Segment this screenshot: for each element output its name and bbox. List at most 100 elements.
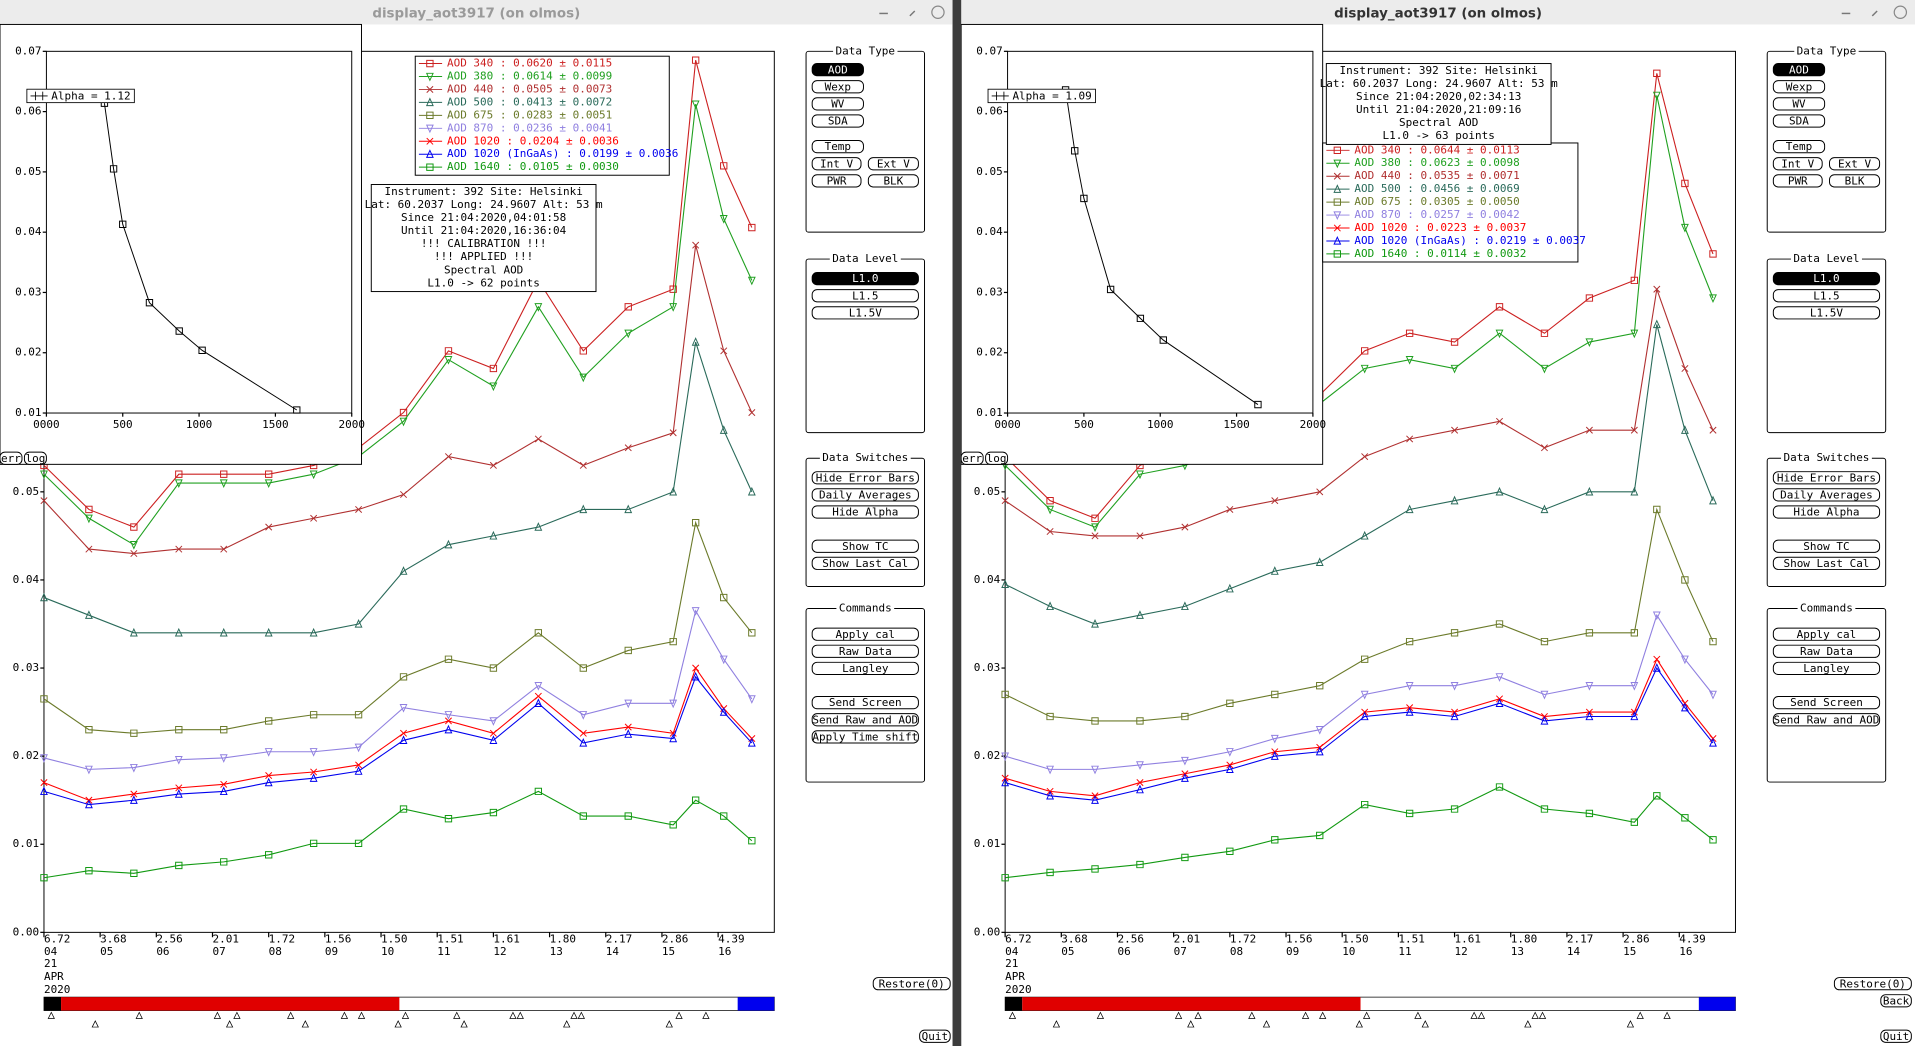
button-label[interactable]: Raw Data bbox=[839, 645, 892, 658]
button-label[interactable]: L1.0 bbox=[852, 272, 878, 285]
button[interactable] bbox=[919, 1029, 951, 1043]
button-label[interactable]: err bbox=[962, 452, 982, 465]
maximize[interactable] bbox=[1871, 10, 1878, 17]
button[interactable] bbox=[1772, 306, 1881, 320]
button[interactable] bbox=[1772, 556, 1881, 570]
button-label[interactable]: Show Last Cal bbox=[1783, 557, 1869, 570]
button[interactable] bbox=[1772, 696, 1881, 710]
button-label[interactable]: L1.5V bbox=[1810, 306, 1843, 319]
button[interactable] bbox=[1772, 157, 1823, 171]
button-label[interactable]: PWR bbox=[827, 174, 847, 187]
button[interactable] bbox=[23, 451, 47, 465]
button[interactable] bbox=[1772, 140, 1826, 154]
button-label[interactable]: Temp bbox=[1786, 140, 1812, 153]
button-label[interactable]: Langley bbox=[842, 662, 889, 675]
button[interactable] bbox=[867, 174, 919, 188]
button-label[interactable]: Send Raw and AOD bbox=[812, 713, 918, 726]
button-label[interactable]: Apply Time shift bbox=[812, 730, 918, 743]
button[interactable] bbox=[1772, 713, 1881, 727]
button[interactable] bbox=[811, 140, 864, 154]
button-label[interactable]: Daily Averages bbox=[1780, 489, 1873, 502]
button[interactable] bbox=[811, 505, 919, 519]
button[interactable] bbox=[811, 644, 919, 658]
button-label[interactable]: Hide Alpha bbox=[832, 506, 898, 519]
button-label[interactable]: err bbox=[1, 452, 21, 465]
button-label[interactable]: Hide Error Bars bbox=[816, 471, 915, 484]
button-label[interactable]: Send Raw and AOD bbox=[1774, 713, 1880, 726]
button-label[interactable]: Show TC bbox=[842, 540, 888, 553]
button[interactable] bbox=[811, 696, 919, 710]
button-label[interactable]: Int V bbox=[820, 157, 853, 170]
button-label[interactable]: Daily Averages bbox=[819, 489, 912, 502]
button-label[interactable]: L1.5 bbox=[1813, 289, 1839, 302]
maximize[interactable] bbox=[909, 10, 916, 17]
button[interactable] bbox=[1829, 174, 1881, 188]
button[interactable] bbox=[811, 471, 919, 485]
button-label[interactable]: log bbox=[25, 452, 45, 465]
button[interactable] bbox=[811, 556, 919, 570]
button-label[interactable]: Restore(0) bbox=[879, 977, 945, 990]
button-label[interactable]: BLK bbox=[883, 174, 903, 187]
button[interactable] bbox=[811, 661, 919, 676]
button-label[interactable]: Raw Data bbox=[1800, 645, 1853, 658]
button-label[interactable]: Temp bbox=[825, 140, 851, 153]
button-label[interactable]: AOD bbox=[828, 63, 848, 76]
button-label[interactable]: SDA bbox=[828, 115, 848, 128]
button-label[interactable]: L1.0 bbox=[1813, 272, 1839, 285]
button[interactable] bbox=[1772, 272, 1881, 286]
button[interactable] bbox=[1772, 627, 1881, 641]
button-label[interactable]: Wexp bbox=[825, 80, 851, 93]
button-label[interactable]: Show Last Cal bbox=[822, 557, 908, 570]
button[interactable] bbox=[811, 80, 864, 94]
button-label[interactable]: Quit bbox=[1883, 1030, 1909, 1043]
button-label[interactable]: Back bbox=[1883, 994, 1910, 1007]
button[interactable] bbox=[1772, 289, 1881, 303]
button-label[interactable]: Ext V bbox=[877, 157, 910, 170]
button-label[interactable]: Langley bbox=[1803, 662, 1850, 675]
button[interactable] bbox=[811, 97, 864, 111]
button[interactable] bbox=[811, 488, 919, 502]
button-label[interactable]: WV bbox=[831, 97, 845, 110]
button-label[interactable]: Apply cal bbox=[1797, 628, 1857, 641]
button-label[interactable]: L1.5V bbox=[849, 306, 882, 319]
button[interactable] bbox=[1772, 80, 1826, 94]
button[interactable] bbox=[0, 451, 23, 465]
button-label[interactable]: Wexp bbox=[1786, 80, 1812, 93]
button-label[interactable]: Quit bbox=[922, 1030, 948, 1043]
button-label[interactable]: Apply cal bbox=[836, 628, 896, 641]
close[interactable] bbox=[1893, 5, 1908, 19]
button[interactable] bbox=[1880, 994, 1912, 1008]
button[interactable] bbox=[1880, 1029, 1912, 1043]
button[interactable] bbox=[811, 539, 919, 553]
button-label[interactable]: Send Screen bbox=[1790, 696, 1863, 709]
button-label[interactable]: log bbox=[987, 452, 1007, 465]
button-label[interactable]: Restore(0) bbox=[1840, 977, 1906, 990]
button[interactable] bbox=[867, 157, 919, 171]
button-label[interactable]: Send Screen bbox=[829, 696, 902, 709]
button[interactable] bbox=[811, 730, 919, 744]
button[interactable] bbox=[811, 713, 919, 727]
button-label[interactable]: Ext V bbox=[1838, 157, 1871, 170]
button-label[interactable]: BLK bbox=[1845, 174, 1865, 187]
button[interactable] bbox=[1829, 157, 1881, 171]
button[interactable] bbox=[811, 306, 919, 320]
button[interactable] bbox=[1772, 661, 1881, 676]
button-label[interactable]: Hide Error Bars bbox=[1777, 471, 1876, 484]
button-label[interactable]: WV bbox=[1792, 97, 1806, 110]
button[interactable] bbox=[1772, 97, 1826, 111]
button-label[interactable]: Int V bbox=[1781, 157, 1814, 170]
button[interactable] bbox=[1772, 63, 1826, 77]
button[interactable] bbox=[1772, 114, 1826, 128]
button-label[interactable]: Show TC bbox=[1803, 540, 1849, 553]
button-label[interactable]: PWR bbox=[1788, 174, 1808, 187]
button[interactable] bbox=[1833, 977, 1912, 991]
button[interactable] bbox=[811, 174, 862, 188]
button[interactable] bbox=[985, 451, 1009, 465]
button[interactable] bbox=[811, 63, 864, 77]
button[interactable] bbox=[1772, 505, 1881, 519]
button-label[interactable]: AOD bbox=[1789, 63, 1809, 76]
button[interactable] bbox=[811, 289, 919, 303]
button[interactable] bbox=[811, 157, 862, 171]
button[interactable] bbox=[811, 272, 919, 286]
close[interactable] bbox=[931, 5, 945, 19]
